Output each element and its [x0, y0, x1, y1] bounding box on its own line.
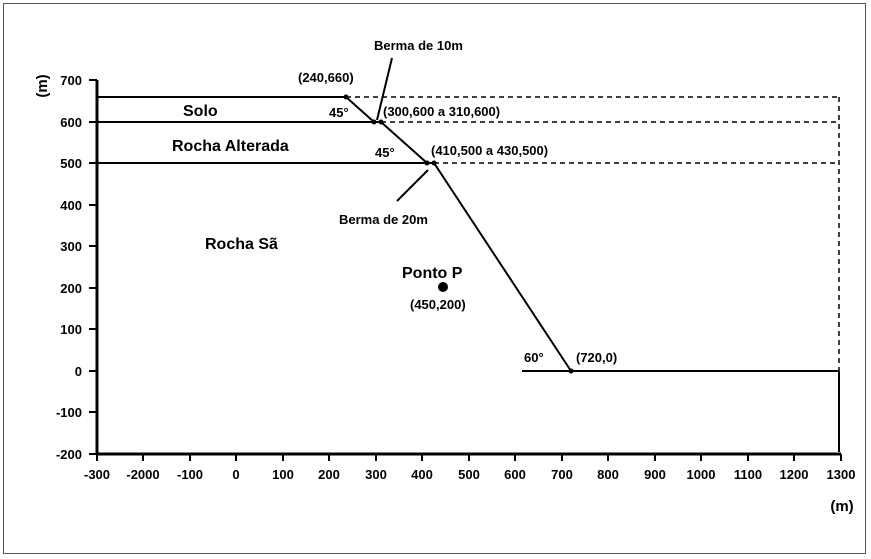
y-tick-label: 300: [60, 239, 82, 254]
y-tick-label: 200: [60, 281, 82, 296]
toe-coords-label: (720,0): [576, 350, 617, 365]
x-axis-label: (m): [830, 498, 853, 515]
x-ticks: [96, 454, 842, 461]
angle-45-upper: 45°: [329, 105, 349, 120]
x-tick-label: 500: [458, 467, 480, 482]
crest-coords-label: (240,660): [298, 70, 354, 85]
region-rocha-alterada: Rocha Alterada: [172, 138, 289, 155]
y-tick-label: 100: [60, 322, 82, 337]
y-tick-label: 0: [75, 364, 82, 379]
berma-10-pointer: [376, 57, 393, 121]
y-tick-label: 400: [60, 198, 82, 213]
y-tick-label: 700: [60, 73, 82, 88]
x-tick-label: 200: [318, 467, 340, 482]
slope-profile: [345, 96, 572, 372]
y-tick-label: -200: [56, 447, 82, 462]
y-ticks: [89, 79, 97, 455]
region-solo: Solo: [183, 103, 218, 120]
x-tick-label: 1000: [687, 467, 716, 482]
x-tick-label: 600: [504, 467, 526, 482]
x-tick-label: -2000: [126, 467, 159, 482]
y-tick-label: 500: [60, 156, 82, 171]
x-tick-label: 0: [232, 467, 239, 482]
angle-60-label: 60°: [524, 350, 544, 365]
ponto-p-label: Ponto P: [402, 265, 463, 282]
berma-10-label: Berma de 10m: [374, 38, 463, 53]
region-rocha-sa: Rocha Sã: [205, 236, 278, 253]
y-axis-label: (m): [34, 74, 51, 97]
x-tick-label: 100: [272, 467, 294, 482]
x-tick-label: -100: [177, 467, 203, 482]
x-tick-label: 1200: [780, 467, 809, 482]
x-tick-label: 1300: [827, 467, 856, 482]
berma-20-label: Berma de 20m: [339, 212, 428, 227]
y-tick-label: 600: [60, 115, 82, 130]
x-tick-label: 900: [644, 467, 666, 482]
ponto-p-marker: [438, 282, 448, 292]
y-tick-label: -100: [56, 405, 82, 420]
angle-45-lower: 45°: [375, 145, 395, 160]
ponto-p-coords-label: (450,200): [410, 297, 466, 312]
berma-20-pointer: [396, 169, 429, 202]
x-tick-label: -300: [84, 467, 110, 482]
x-tick-label: 700: [551, 467, 573, 482]
x-tick-label: 300: [365, 467, 387, 482]
berma-1-coords-label: (300,600 a 310,600): [383, 104, 500, 119]
vertex-markers: [343, 94, 574, 374]
figure-frame: [3, 3, 866, 554]
berma-2-coords-label: (410,500 a 430,500): [431, 143, 548, 158]
x-tick-label: 400: [411, 467, 433, 482]
dashed-original-ground: [346, 96, 840, 371]
x-tick-label: 1100: [734, 467, 762, 482]
x-tick-label: 800: [597, 467, 619, 482]
